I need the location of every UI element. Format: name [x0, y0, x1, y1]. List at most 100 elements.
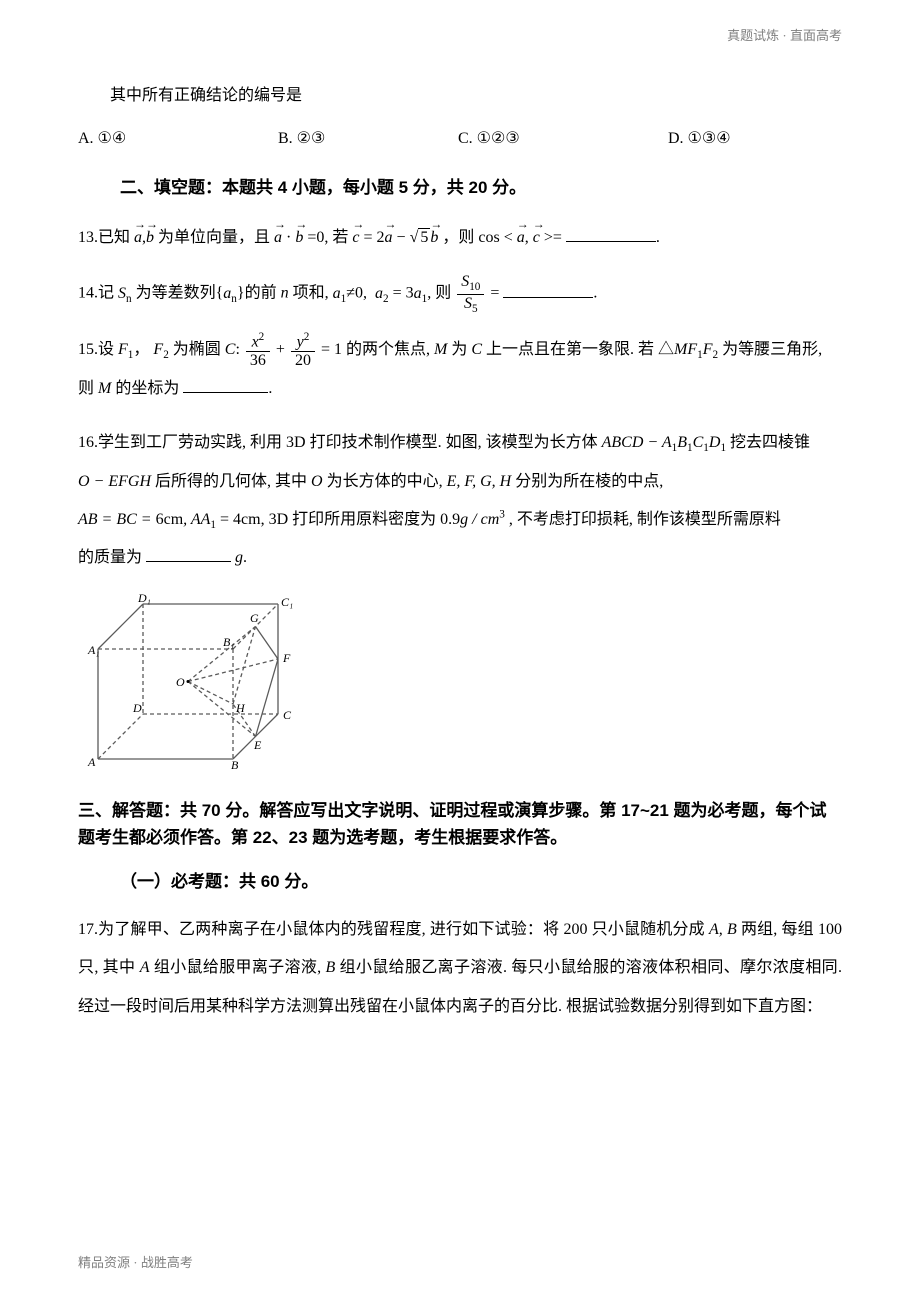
q13-t5: = — [553, 229, 562, 246]
question-16: 16.学生到工厂劳动实践, 利用 3D 打印技术制作模型. 如图, 该模型为长方… — [78, 424, 842, 578]
dim1c: , — [183, 511, 191, 528]
q16-t2: 打印技术制作模型. 如图, 该模型为长方体 — [310, 434, 598, 451]
q12-stem: 其中所有正确结论的编号是 — [78, 80, 842, 112]
a2: a2 — [375, 285, 389, 302]
3d: 3D — [286, 434, 306, 451]
point-o — [187, 680, 190, 683]
f2: F2 — [153, 341, 168, 358]
vec-a3: a — [385, 219, 393, 257]
q16-num: 16. — [78, 434, 98, 451]
q15-t2: ， — [133, 341, 149, 358]
q14-t2: 为等差数列{ — [136, 285, 224, 302]
lbl-b1: B₁ — [223, 635, 235, 649]
vec-a: a — [134, 219, 142, 257]
vec-b3: b — [430, 219, 438, 257]
frac-y2-20: y2 20 — [291, 331, 315, 370]
page-footer: 精品资源 · 战胜高考 — [78, 1253, 193, 1274]
m2: M — [98, 380, 111, 397]
question-15: 15.设 F1， F2 为椭圆 C: x2 36 + y2 20 = 1 的两个… — [78, 331, 842, 408]
q14-num: 14. — [78, 285, 98, 302]
a-grp: A — [140, 959, 150, 976]
q15-num: 15. — [78, 341, 98, 358]
a1: a1 — [333, 285, 347, 302]
q16-t10: . — [243, 549, 247, 566]
efgh: E, F, G, H — [447, 473, 512, 490]
frac-s10-s5: S10 S5 — [457, 273, 484, 315]
q16-t6: 分别为所在棱的中点, — [515, 473, 663, 490]
n: n — [281, 285, 289, 302]
3d-b: 3D — [269, 511, 289, 528]
o: O — [311, 473, 323, 490]
vec-b2: b — [295, 219, 303, 257]
q15-t4: 的两个焦点, — [346, 341, 430, 358]
unit: g / cm3 — [460, 511, 505, 528]
q14-t4: 项和, — [293, 285, 329, 302]
dim2c: , — [261, 511, 265, 528]
q15-t9: 的坐标为 — [115, 380, 179, 397]
q14-t7: = — [490, 285, 499, 302]
vec-b: b — [146, 219, 154, 257]
sqrt-5: √5 — [410, 219, 431, 257]
q15-t1: 设 — [98, 341, 114, 358]
q16-t7: 打印所用原料密度为 — [292, 511, 436, 528]
q15-t7: 为等腰三角形, — [722, 341, 822, 358]
question-17: 17.为了解甲、乙两种离子在小鼠体内的残留程度, 进行如下试验：将 200 只小… — [78, 911, 842, 1026]
c2: C — [471, 341, 482, 358]
option-b: B. ②③ — [278, 126, 458, 152]
lbl-a1: A₁ — [87, 643, 100, 657]
eq1: = 1 — [321, 341, 342, 358]
q17-t3: 组小鼠给服甲离子溶液, — [154, 959, 321, 976]
vec-c2: c — [533, 219, 540, 257]
q15-t5: 为 — [451, 341, 467, 358]
q16-t3: 挖去四棱锥 — [730, 434, 810, 451]
question-14: 14.记 Sn 为等差数列{an}的前 n 项和, a1≠0, a2 = 3a1… — [78, 273, 842, 315]
lbl-a: A — [87, 755, 96, 769]
section-3-title: 三、解答题：共 70 分。解答应写出文字说明、证明过程或演算步骤。第 17~21… — [78, 797, 842, 851]
ab: A, B — [709, 921, 737, 938]
q12-options: A. ①④ B. ②③ C. ①②③ D. ①③④ — [78, 126, 842, 152]
blank-14 — [503, 282, 593, 298]
q16-t5: 为长方体的中心, — [327, 473, 443, 490]
dens: 0.9 — [440, 511, 460, 528]
blank-15 — [183, 377, 268, 393]
q15-t10: . — [268, 380, 272, 397]
vec-a4: a — [517, 219, 525, 257]
q16-t8: , 不考虑打印损耗, 制作该模型所需原料 — [509, 511, 781, 528]
q13-num: 13. — [78, 229, 98, 246]
mf1f2: MF1F2 — [674, 341, 718, 358]
blank-13 — [566, 226, 656, 242]
an: an — [223, 285, 237, 302]
lbl-h: H — [235, 701, 246, 715]
option-a: A. ①④ — [78, 126, 278, 152]
colon: : — [235, 341, 239, 358]
eq3a1: = 3 — [393, 285, 414, 302]
q14-t5: ≠0, — [346, 285, 367, 302]
q13-t4: ，则 — [442, 229, 474, 246]
lbl-b: B — [231, 758, 239, 769]
q13-t3: =0, 若 — [307, 229, 348, 246]
a1b: a1 — [414, 285, 428, 302]
dim2: AA1 — [191, 511, 216, 528]
option-d: D. ①③④ — [668, 126, 731, 152]
lbl-g: G — [250, 611, 259, 625]
c: C — [225, 341, 236, 358]
q15-t8: 则 — [78, 380, 94, 397]
q16-t1: 学生到工厂劳动实践, 利用 — [98, 434, 282, 451]
dim1: AB = BC = — [78, 511, 156, 528]
figure-cuboid: A₁ D₁ C₁ B₁ A B C D E F G H O — [78, 594, 298, 778]
q16-t9: 的质量为 — [78, 549, 142, 566]
vec-c: c — [352, 219, 359, 257]
q15-t3: 为椭圆 — [173, 341, 221, 358]
pyramid: O − EFGH — [78, 473, 151, 490]
section-2-title: 二、填空题：本题共 4 小题，每小题 5 分，共 20 分。 — [78, 174, 842, 201]
section-3-sub: （一）必考题：共 60 分。 — [78, 868, 842, 895]
q14-t1: 记 — [98, 285, 114, 302]
sn: Sn — [118, 285, 132, 302]
f1: F1 — [118, 341, 133, 358]
blank-16 — [146, 546, 231, 562]
g: g — [235, 549, 243, 566]
dim2eq: = — [216, 511, 233, 528]
document-body: 其中所有正确结论的编号是 A. ①④ B. ②③ C. ①②③ D. ①③④ 二… — [78, 80, 842, 1026]
plus: + — [276, 341, 285, 358]
lbl-f: F — [282, 651, 291, 665]
